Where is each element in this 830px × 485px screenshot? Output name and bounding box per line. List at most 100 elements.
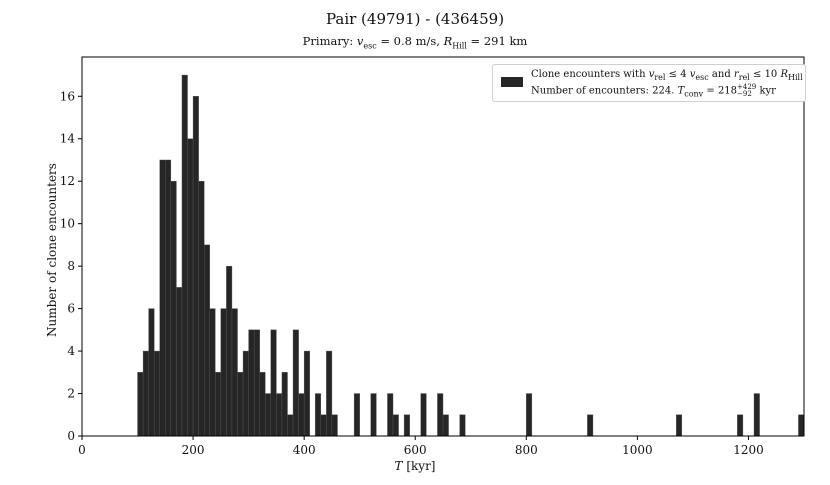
histogram-bar [137, 372, 144, 437]
histogram-bar [753, 393, 760, 437]
chart-title: Pair (49791) - (436459) [325, 10, 505, 28]
legend-rrel: r [733, 69, 739, 80]
histogram-bar [420, 393, 427, 437]
histogram-bar [737, 414, 744, 437]
histogram-bar [442, 414, 449, 437]
x-tick-label: 0 [78, 443, 86, 457]
legend-rhill-sub: Hill [788, 73, 803, 82]
histogram-bar [192, 96, 199, 437]
legend-swatch [501, 77, 523, 87]
legend-vrel-sub: rel [654, 73, 666, 82]
histogram-bar [142, 350, 149, 437]
histogram-bar [315, 393, 322, 437]
legend-tconv-sub: conv [684, 89, 704, 99]
x-axis-label-symbol: T [394, 459, 403, 473]
histogram-bar [587, 414, 594, 437]
histogram-bar [220, 308, 227, 437]
histogram-bar [392, 414, 399, 437]
histogram-bar [281, 372, 288, 437]
histogram-bar [437, 393, 444, 437]
x-tick-label: 800 [515, 443, 538, 457]
legend-vesc-sub: esc [695, 73, 709, 82]
subtitle-rhill-value: = 291 km [466, 34, 528, 48]
y-tick-label: 16 [60, 89, 75, 103]
histogram-bar [798, 414, 805, 437]
histogram-bar [403, 414, 410, 437]
histogram-bar [215, 372, 222, 437]
x-tick-label: 600 [404, 443, 427, 457]
legend-rhill: R [780, 69, 788, 80]
legend-tconv-unit: kyr [756, 85, 776, 97]
histogram-bar [320, 414, 327, 437]
histogram-bar [265, 393, 272, 437]
histogram-bar [176, 287, 183, 437]
legend-tconv-minus: −92 [737, 90, 752, 98]
legend-tconv-errors: +429 −92 [737, 84, 756, 98]
y-axis-label: Number of clone encounters [45, 163, 59, 337]
histogram-bar [259, 372, 266, 437]
bars-group [137, 74, 805, 437]
histogram-bar [187, 138, 194, 437]
legend-and: and [708, 69, 734, 80]
legend-tconv-plus: +429 [737, 83, 757, 91]
histogram-bar [459, 414, 466, 437]
plot-frame [81, 56, 805, 437]
legend-tconv: T [677, 85, 685, 97]
subtitle-vesc-value: = 0.8 m/s, [376, 34, 444, 48]
x-axis-label: T [kyr] [0, 459, 830, 473]
subtitle-vesc-sub: esc [363, 41, 377, 51]
histogram-bar [292, 329, 299, 437]
x-tick-label: 200 [182, 443, 205, 457]
y-axis-ticks: 0 2 4 6 8 10 12 14 16 [60, 89, 82, 443]
subtitle-vesc: v [356, 34, 364, 48]
histogram-bar [248, 329, 255, 437]
histogram-bar [203, 244, 210, 437]
histogram-bar [170, 181, 177, 437]
legend-le1: ≤ 4 [665, 69, 690, 80]
histogram-bar [209, 308, 216, 437]
legend-line-2: Number of encounters: 224. Tconv = 218 +4… [531, 84, 803, 101]
x-tick-label: 400 [293, 443, 316, 457]
subtitle-rhill: R [443, 34, 453, 48]
histogram-bar [165, 159, 172, 437]
x-axis-ticks: 0 200 400 600 800 1000 1200 [78, 436, 764, 457]
subtitle-rhill-sub: Hill [452, 41, 467, 51]
histogram-bar [159, 159, 166, 437]
histogram-bar [353, 393, 360, 437]
legend-tconv-value: = 218 [703, 85, 738, 97]
histogram-bar [198, 181, 205, 437]
y-tick-label: 6 [67, 302, 75, 316]
y-tick-label: 14 [60, 132, 76, 146]
histogram-bar [153, 350, 160, 437]
legend-line2-prefix: Number of encounters: 224. [531, 85, 678, 97]
y-tick-label: 2 [67, 387, 75, 401]
histogram-bar [331, 414, 338, 437]
y-tick-label: 8 [67, 259, 75, 273]
histogram-bar [526, 393, 533, 437]
subtitle-prefix: Primary: [302, 34, 357, 48]
y-tick-label: 0 [67, 429, 75, 443]
legend-vesc: v [689, 69, 696, 80]
y-tick-label: 10 [60, 217, 75, 231]
histogram-bar [303, 350, 310, 437]
chart-subtitle: Primary: vesc = 0.8 m/s, RHill = 291 km [0, 34, 830, 50]
legend-le2: ≤ 10 [749, 69, 781, 80]
legend: Clone encounters with vrel ≤ 4 vesc and … [492, 64, 806, 102]
histogram-bar [231, 308, 238, 437]
histogram-bar [270, 329, 277, 437]
histogram-bar [387, 393, 394, 437]
histogram-bar [676, 414, 683, 437]
legend-vrel: v [648, 69, 655, 80]
histogram-bar [242, 350, 249, 437]
legend-text: Clone encounters with vrel ≤ 4 vesc and … [531, 68, 803, 101]
histogram-bar [253, 329, 260, 437]
histogram-bar [287, 414, 294, 437]
x-tick-label: 1200 [733, 443, 764, 457]
histogram-bar [326, 350, 333, 437]
histogram-bar [370, 393, 377, 437]
x-tick-label: 1000 [622, 443, 653, 457]
histogram-bar [181, 74, 188, 437]
histogram-bar [148, 308, 155, 437]
histogram-bar [298, 393, 305, 437]
